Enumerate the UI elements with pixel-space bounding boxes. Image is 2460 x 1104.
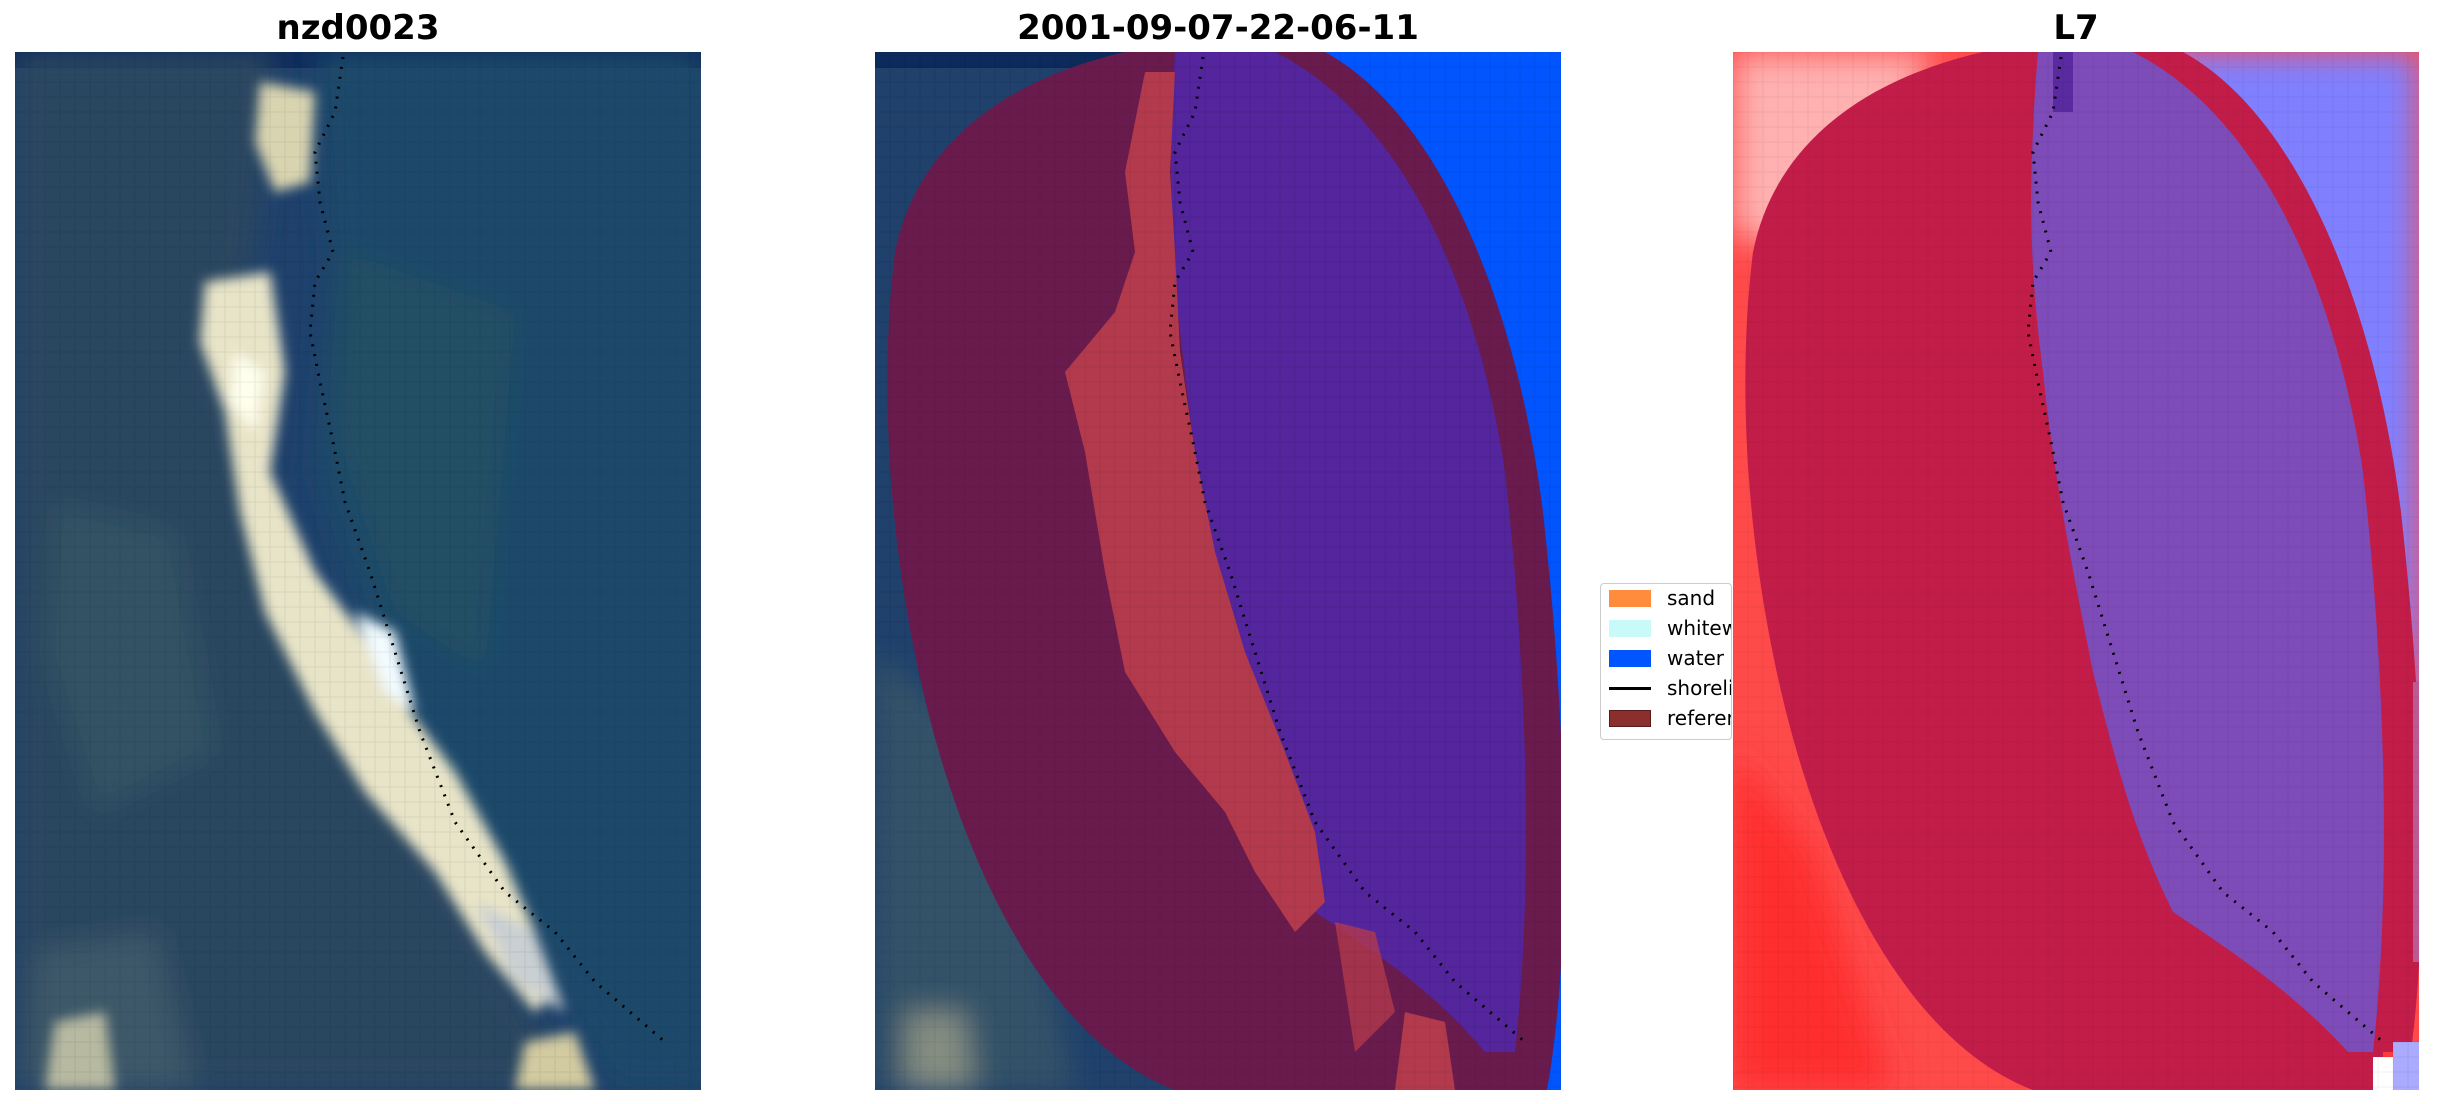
shoreline-line-swatch: [1609, 686, 1651, 690]
panel-title-satellite: L7: [2053, 8, 2099, 48]
legend-item-water: water: [1609, 645, 1724, 671]
index-image-panel: [1733, 52, 2419, 1090]
shoreline-classified: [1168, 56, 1526, 1044]
sand-swatch: [1609, 589, 1651, 607]
classified-image: [875, 52, 1561, 1090]
shoreline-index: [2026, 56, 2384, 1044]
shoreline-rgb: [308, 56, 666, 1044]
legend-item-shoreline: shoreline: [1609, 675, 1731, 701]
water-swatch: [1609, 649, 1651, 667]
legend-item-sand: sand: [1609, 585, 1715, 611]
whitewater-swatch: [1609, 619, 1651, 637]
legend-label: water: [1667, 646, 1724, 670]
reference-swatch: [1609, 709, 1651, 727]
legend-label: shoreline: [1667, 676, 1731, 700]
classified-image-panel: [875, 52, 1561, 1090]
index-image: [1733, 52, 2419, 1090]
legend-label: reference: [1667, 706, 1731, 730]
rgb-image-panel: [15, 52, 701, 1090]
rgb-satellite-image: [15, 52, 701, 1090]
panel-title-date: 2001-09-07-22-06-11: [1017, 8, 1419, 48]
panel-title-rgb: nzd0023: [276, 8, 440, 48]
legend-item-reference: reference: [1609, 705, 1731, 731]
legend-label: sand: [1667, 586, 1716, 610]
